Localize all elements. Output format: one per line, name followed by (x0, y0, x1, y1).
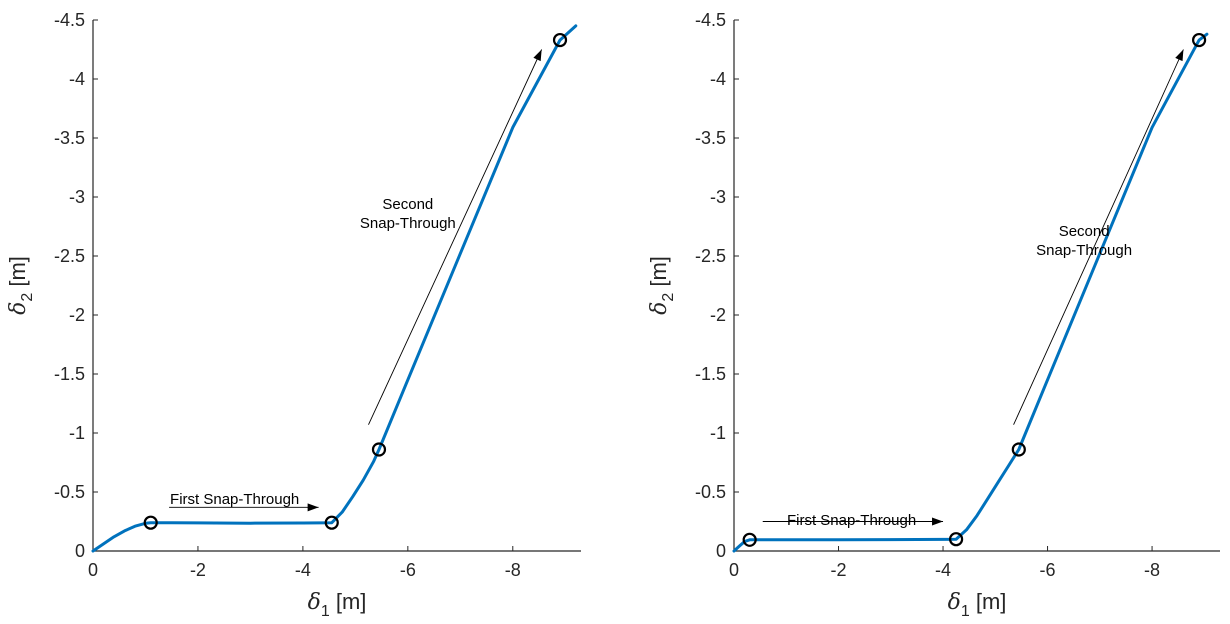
x-axis-label: δ1 [m] (308, 589, 367, 620)
chart-panel-2: 0 -2 -4 -6 -8 0 -0.5 -1 -1.5 -2 -2.5 -3 -3.5 -4 -4.5 δ1… (646, 10, 1220, 620)
y-tick-label: -4.5 (54, 10, 85, 30)
x-tick-label: -6 (1040, 560, 1056, 580)
data-marker (324, 515, 339, 530)
annotation-label: Second Snap-Through (360, 196, 456, 232)
x-tick-label: -2 (190, 560, 206, 580)
y-tick-label: -3 (69, 187, 85, 207)
y-tick-label: -1 (69, 423, 85, 443)
annotation-arrow-head (533, 49, 542, 62)
x-tick-label: -4 (295, 560, 311, 580)
data-marker (1191, 32, 1207, 48)
y-tick-label: -1.5 (54, 364, 85, 384)
data-marker (371, 442, 387, 457)
series-line (732, 32, 1209, 553)
y-tick-label: -1 (710, 423, 726, 443)
y-tick-label: -2 (710, 305, 726, 325)
annotation-arrow-head (932, 517, 944, 526)
x-tick-label: -8 (505, 560, 521, 580)
x-tick-label: 0 (88, 560, 98, 580)
annotation-arrow (368, 49, 543, 425)
y-tick-label: 0 (75, 541, 85, 561)
y-tick-label: -2.5 (695, 246, 726, 266)
data-marker (143, 515, 158, 530)
data-marker (552, 32, 568, 48)
annotation-label: First Snap-Through (787, 512, 916, 529)
y-tick-label: -3 (710, 187, 726, 207)
data-marker (1011, 442, 1026, 457)
y-tick-label: -2 (69, 305, 85, 325)
data-marker (948, 532, 964, 547)
y-tick-label: -2.5 (54, 246, 85, 266)
y-tick-label: -4 (710, 69, 726, 89)
y-tick-label: -1.5 (695, 364, 726, 384)
y-tick-label: -0.5 (54, 482, 85, 502)
annotation-label: First Snap-Through (170, 491, 299, 508)
y-tick-label: -0.5 (695, 482, 726, 502)
data-marker (742, 532, 757, 547)
y-axis-label: δ2 [m] (646, 256, 677, 315)
series-line (91, 24, 578, 553)
y-tick-label: -4 (69, 69, 85, 89)
x-axis-label: δ1 [m] (948, 589, 1007, 620)
x-tick-label: 0 (729, 560, 739, 580)
annotation-arrow (1013, 49, 1184, 425)
annotation-label: Second Snap-Through (1036, 223, 1132, 259)
x-tick-label: -4 (935, 560, 951, 580)
x-tick-label: -8 (1144, 560, 1160, 580)
y-tick-label: -3.5 (54, 128, 85, 148)
annotation-arrow-head (307, 503, 319, 512)
y-tick-label: -4.5 (695, 10, 726, 30)
x-tick-label: -2 (831, 560, 847, 580)
y-tick-label: 0 (716, 541, 726, 561)
y-tick-label: -3.5 (695, 128, 726, 148)
x-tick-label: -6 (400, 560, 416, 580)
chart-panel-1: 0 -2 -4 -6 -8 0 -0.5 -1 -1.5 -2 -2.5 -3 -3.5 -4 -4.5 δ1… (5, 10, 581, 620)
y-axis-label: δ2 [m] (5, 256, 36, 315)
annotation-arrow-head (1175, 49, 1184, 62)
